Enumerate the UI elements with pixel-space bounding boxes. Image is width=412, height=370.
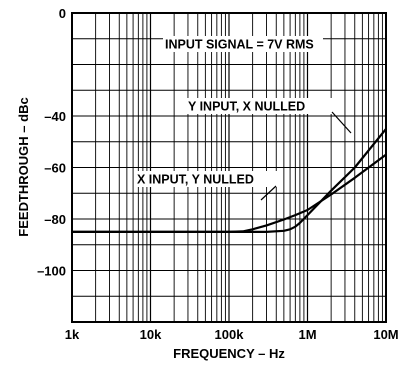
annotation-y-input-x-nulled: Y INPUT, X NULLED	[188, 100, 305, 114]
x-tick-labels: 1k 10k 100k 1M 10M	[65, 327, 399, 342]
annotation-bg-x-input	[135, 171, 279, 187]
x-tick-label: 10M	[373, 327, 398, 342]
y-tick-label: –100	[37, 264, 66, 279]
x-tick-label: 1k	[65, 327, 80, 342]
series-lines	[72, 128, 387, 233]
y-tick-label: –40	[44, 109, 66, 124]
annotation-input-signal: INPUT SIGNAL = 7V RMS	[165, 38, 314, 52]
x-tick-label: 10k	[140, 327, 162, 342]
x-tick-label: 1M	[298, 327, 316, 342]
y-tick-label: 0	[59, 6, 66, 21]
annotation-bg-y-input	[186, 98, 334, 114]
y-tick-label: –60	[44, 161, 66, 176]
y-tick-labels: 0 –40 –60 –80 –100	[37, 6, 66, 279]
leader-line-x-input	[260, 185, 277, 201]
annotation-bg-input-signal	[163, 36, 323, 52]
leader-line-y-input	[331, 111, 352, 134]
grid	[72, 13, 386, 322]
x-tick-label: 100k	[215, 327, 245, 342]
series-line-y-input-x-nulled	[72, 128, 387, 233]
plot-frame	[71, 12, 387, 323]
x-axis-label: FREQUENCY – Hz	[173, 346, 285, 361]
annotation-x-input-y-nulled: X INPUT, Y NULLED	[137, 173, 254, 187]
y-axis-label: FEEDTHROUGH – dBc	[16, 97, 31, 236]
y-tick-label: –80	[44, 212, 66, 227]
